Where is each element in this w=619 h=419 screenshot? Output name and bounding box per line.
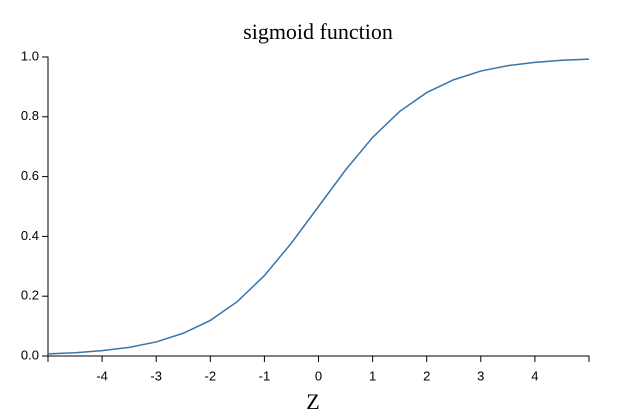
y-axis [42,56,49,357]
y-tick-label: 0.4 [21,228,39,243]
y-tick-label: 1.0 [21,48,39,63]
y-tick-label: 0.2 [21,288,39,303]
y-tick-label: 0.6 [21,168,39,183]
x-tick-label: 2 [423,368,430,383]
line [47,58,590,355]
x-tick-label: -1 [259,368,271,383]
x-tick-label: 0 [315,368,322,383]
x-tick-label: -2 [205,368,217,383]
x-tick-label: -4 [96,368,108,383]
x-tick-label: -3 [150,368,162,383]
x-tick-label: 3 [477,368,484,383]
x-axis-label: Z [306,389,319,414]
chart-title: sigmoid function [243,19,393,44]
x-tick-label: 4 [531,368,538,383]
y-tick-label: 0.8 [21,108,39,123]
y-tick-label: 0.0 [21,347,39,362]
x-tick-label: 1 [369,368,376,383]
